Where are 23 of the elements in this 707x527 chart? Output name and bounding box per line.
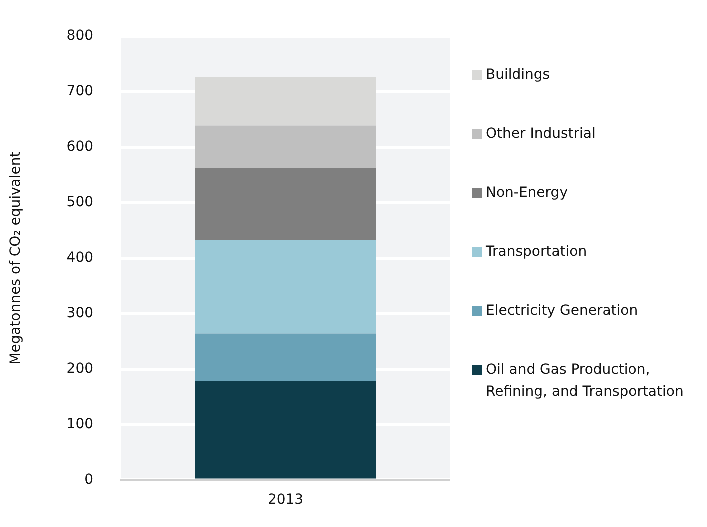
y-tick-label: 100 (66, 416, 94, 432)
bar (195, 334, 376, 382)
y-tick-label: 500 (66, 194, 94, 210)
y-tick-label: 300 (66, 305, 94, 322)
bar (195, 381, 376, 479)
legend-label: Electricity Generation (486, 302, 638, 321)
y-tick-label: 0 (84, 472, 94, 488)
y-axis-title: Megatonnes of CO₂ equivalent (8, 151, 24, 365)
legend-label: Transportation (486, 243, 588, 262)
legend-label: Other Industrial (486, 125, 596, 144)
bar (195, 168, 376, 241)
y-tick-label: 800 (66, 28, 94, 44)
y-tick-label: 600 (66, 138, 94, 155)
y-tick-label: 400 (66, 250, 94, 266)
bar (195, 240, 376, 334)
legend-label: Oil and Gas Production, Refining, and Transportation (486, 361, 685, 402)
x-tick-label: 2013 (268, 492, 304, 508)
legend-label: Non-Energy (486, 184, 568, 203)
y-tick-label: 200 (66, 360, 94, 377)
y-tick-label: 700 (66, 84, 94, 100)
bar (195, 126, 376, 168)
bar (195, 77, 376, 126)
legend-label: Buildings (486, 66, 550, 85)
